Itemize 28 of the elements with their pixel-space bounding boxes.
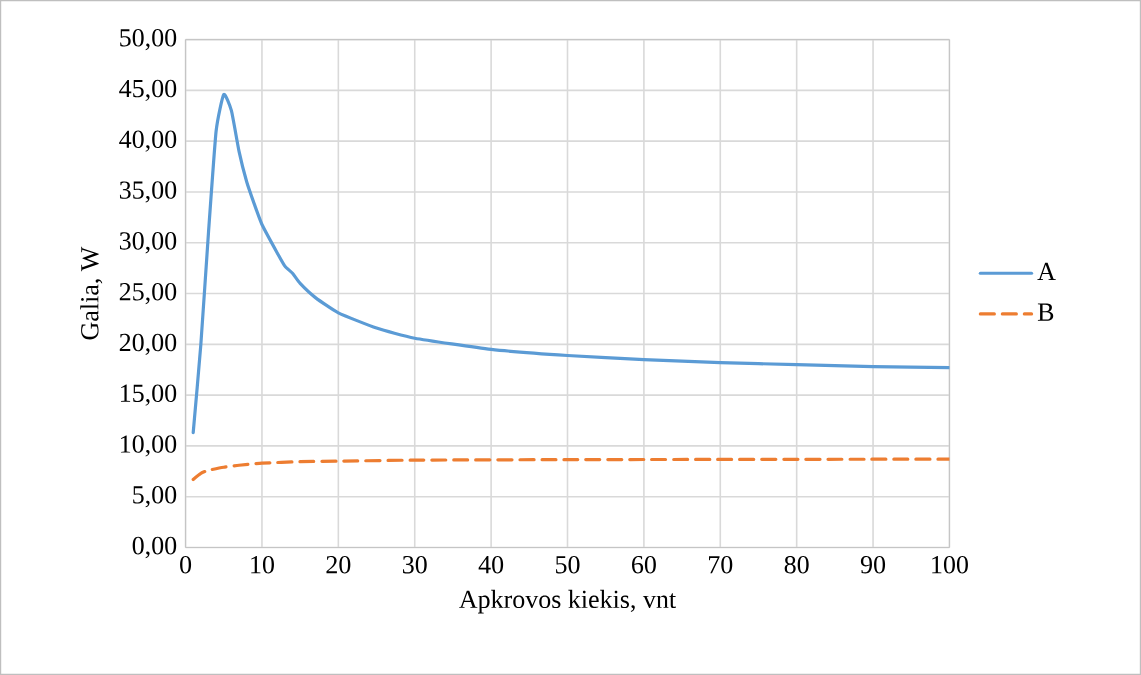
y-tick-label: 40,00 — [119, 130, 177, 152]
y-tick-label: 30,00 — [119, 232, 177, 254]
x-tick-label: 30 — [402, 555, 427, 574]
x-tick-label: 40 — [478, 555, 504, 574]
x-tick-label: 20 — [326, 555, 351, 574]
x-tick-label: 10 — [251, 555, 274, 574]
x-tick-label: 80 — [784, 555, 809, 574]
y-tick-label: 0,00 — [132, 536, 177, 559]
line-series — [191, 457, 950, 482]
y-tick-label: 10,00 — [120, 435, 177, 457]
x-axis-title: Apkrovos kiekis, vnt — [459, 589, 676, 614]
line-series — [191, 92, 950, 435]
y-tick-label: 35,00 — [119, 181, 177, 203]
y-tick-label: 25,00 — [119, 282, 177, 305]
y-tick-label: 5,00 — [133, 486, 177, 508]
legend-label: A — [1037, 262, 1056, 280]
legend-label: B — [1037, 303, 1054, 321]
x-tick-label: 60 — [632, 555, 656, 574]
x-tick-label: 50 — [556, 555, 580, 574]
x-tick-label: 100 — [932, 555, 968, 574]
x-tick-label: 90 — [860, 555, 886, 574]
y-tick-label: 20,00 — [119, 333, 177, 355]
x-tick-label: 70 — [709, 555, 733, 574]
y-tick-label: 15,00 — [120, 384, 177, 406]
x-tick-label: 0 — [180, 555, 192, 574]
y-tick-label: 45,00 — [119, 79, 177, 102]
y-axis-title: Galia, W — [80, 246, 103, 340]
y-tick-label: 50,00 — [120, 28, 177, 51]
